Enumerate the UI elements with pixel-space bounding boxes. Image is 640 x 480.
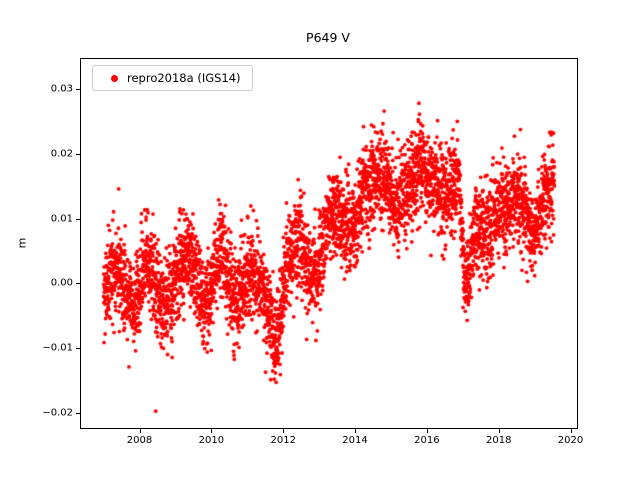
legend: repro2018a (IGS14) [92, 65, 253, 91]
x-tick-label: 2010 [198, 435, 225, 446]
x-tick-label: 2016 [414, 435, 440, 446]
y-tick-label: −0.02 [42, 407, 73, 419]
x-tick-mark [283, 429, 285, 433]
legend-marker-dot [111, 74, 118, 82]
x-tick-mark [570, 429, 572, 433]
y-tick-mark [76, 348, 80, 350]
y-tick-mark [76, 413, 80, 415]
y-tick-label: 0.02 [50, 148, 73, 160]
x-tick-mark [426, 429, 428, 433]
y-axis-label: m [15, 237, 29, 249]
x-tick-label: 2020 [557, 435, 584, 446]
x-tick-mark [139, 429, 141, 433]
y-tick-mark [76, 88, 80, 90]
plot-area: repro2018a (IGS14) [80, 58, 578, 429]
y-tick-label: 0.03 [50, 83, 73, 95]
legend-label: repro2018a (IGS14) [127, 71, 241, 85]
x-tick-label: 2008 [126, 435, 153, 446]
y-tick-label: 0.01 [50, 213, 73, 225]
x-tick-mark [211, 429, 213, 433]
x-tick-label: 2018 [485, 435, 512, 446]
x-tick-mark [355, 429, 357, 433]
y-tick-mark [76, 218, 80, 220]
chart-title: P649 V [306, 30, 350, 45]
scatter-points-canvas [81, 59, 577, 428]
x-tick-label: 2012 [270, 435, 296, 446]
y-tick-label: 0.00 [50, 277, 73, 289]
y-tick-mark [76, 153, 80, 155]
x-tick-label: 2014 [342, 435, 368, 446]
y-tick-label: −0.01 [42, 342, 73, 354]
x-tick-mark [498, 429, 500, 433]
y-tick-mark [76, 283, 80, 285]
